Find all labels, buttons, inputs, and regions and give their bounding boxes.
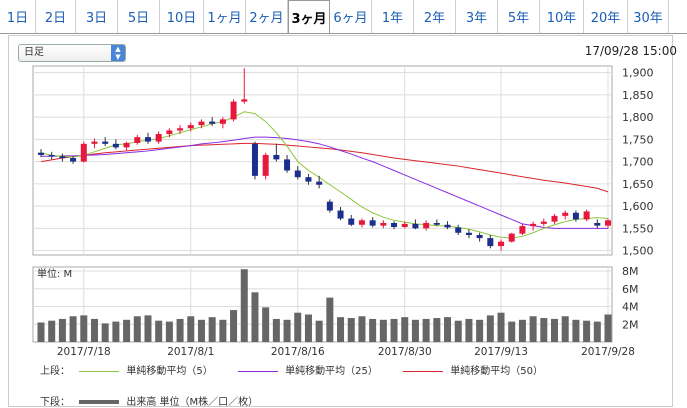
tab-13[interactable]: 10年 xyxy=(540,0,584,33)
tab-8[interactable]: 6ヶ月 xyxy=(330,0,372,33)
tab-14[interactable]: 20年 xyxy=(584,0,628,33)
tab-0[interactable]: 1日 xyxy=(0,0,36,33)
interval-select-value: 日足 xyxy=(24,47,44,58)
tab-10[interactable]: 2年 xyxy=(414,0,456,33)
chart-panel xyxy=(8,35,673,407)
tab-5[interactable]: 1ヶ月 xyxy=(204,0,246,33)
tab-4[interactable]: 10日 xyxy=(160,0,204,33)
tab-1[interactable]: 2日 xyxy=(36,0,76,33)
interval-select[interactable]: 日足 ▲ ▼ xyxy=(18,44,126,62)
tab-9[interactable]: 1年 xyxy=(372,0,414,33)
tab-divider xyxy=(0,33,687,34)
tab-7[interactable]: 3ヶ月 xyxy=(288,0,330,33)
ma25-swatch xyxy=(237,370,278,372)
tab-6[interactable]: 2ヶ月 xyxy=(246,0,288,33)
ma5-swatch xyxy=(79,370,120,372)
tab-2[interactable]: 3日 xyxy=(76,0,118,33)
legend-ma25: 単純移動平均（25） xyxy=(285,366,378,377)
volume-swatch xyxy=(79,400,120,404)
tab-15[interactable]: 30年 xyxy=(628,0,669,33)
period-tabs: 1日 2日 3日 5日 10日 1ヶ月 2ヶ月 3ヶ月 6ヶ月 1年 2年 3年 5年 10年 20年 30年 xyxy=(0,0,687,34)
legend-ma5: 単純移動平均（5） xyxy=(126,366,213,377)
tab-3[interactable]: 5日 xyxy=(118,0,160,33)
legend-ma50: 単純移動平均（50） xyxy=(450,366,543,377)
tab-12[interactable]: 5年 xyxy=(498,0,540,33)
tab-11[interactable]: 3年 xyxy=(456,0,498,33)
ma50-swatch xyxy=(403,370,444,372)
legend-upper-label: 上段： xyxy=(40,366,70,377)
select-arrows-icon: ▲ ▼ xyxy=(111,45,125,61)
legend-lower: 下段： 出来高 単位（M株／口／枚） xyxy=(40,393,258,408)
legend-upper: 上段： 単純移動平均（5） 単純移動平均（25） 単純移動平均（50） xyxy=(40,362,543,377)
timestamp: 17/09/28 15:00 xyxy=(584,44,677,58)
